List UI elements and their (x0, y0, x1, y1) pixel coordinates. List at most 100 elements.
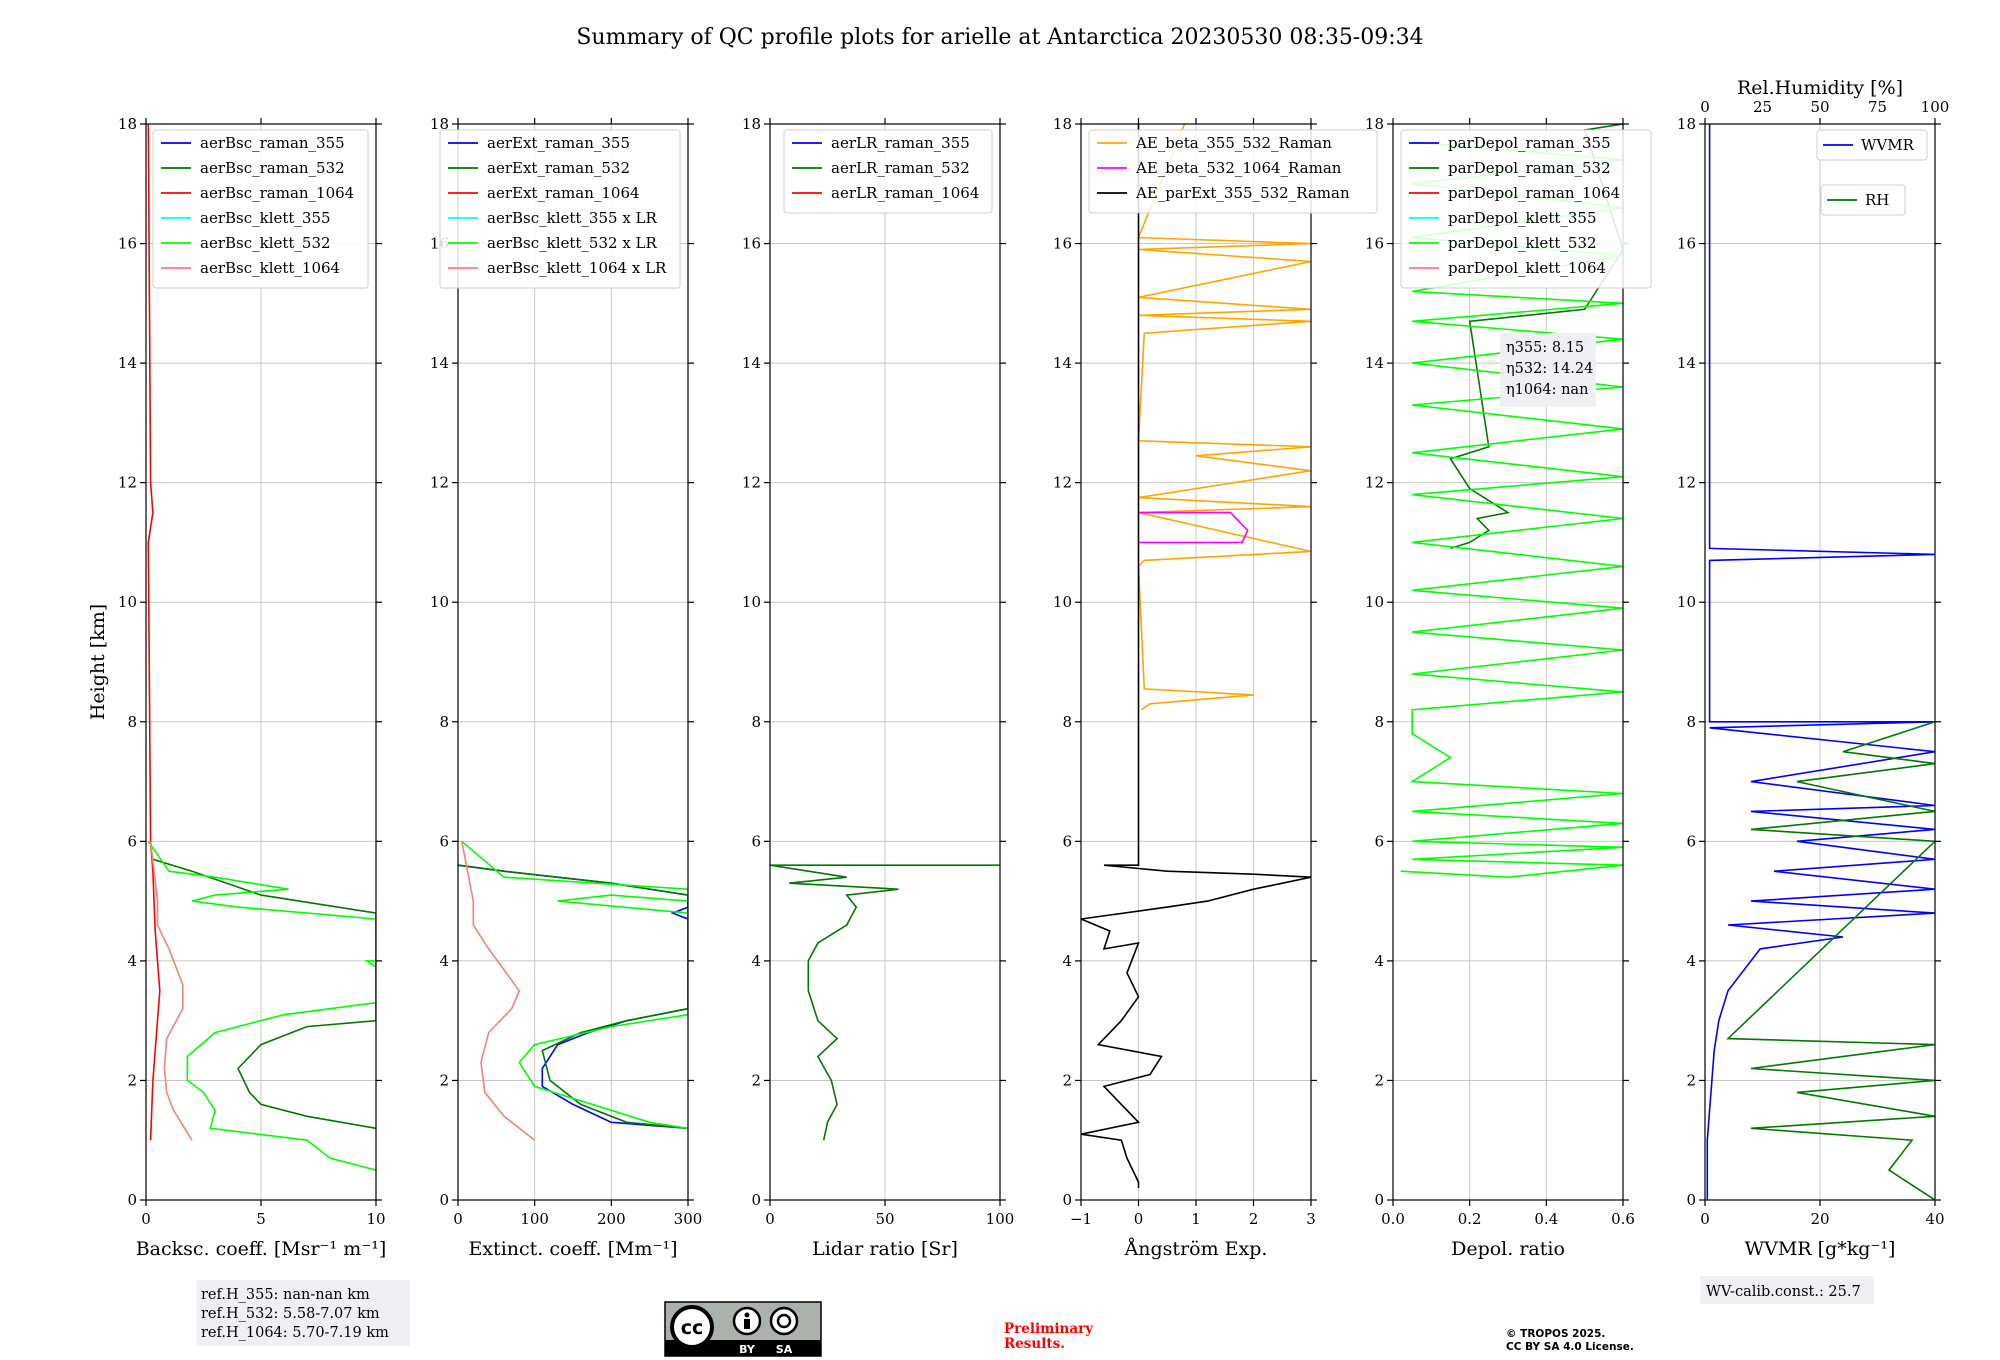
y-tick-label: 2 (1062, 1071, 1072, 1089)
cc-by-sa-badge: cc BY SA (664, 1301, 822, 1357)
panel-1: 0 5 10 0 2 4 6 8 10 12 14 16 18 Backsc. coeff. [Msr⁻¹… (87, 115, 386, 1260)
y-tick-label: 6 (1062, 832, 1072, 850)
y-tick-label: 4 (1374, 952, 1384, 970)
ref-height-532: ref.H_532: 5.58-7.07 km (201, 1306, 380, 1322)
badge-sa-label: SA (776, 1343, 793, 1356)
y-tick-label: 4 (1686, 952, 1696, 970)
legend-box (1820, 184, 1906, 216)
axes-frame (457, 123, 689, 1201)
eta-box: η355: 8.15 η532: 14.24 η1064: nan (1500, 333, 1596, 407)
badge-by-label: BY (739, 1343, 756, 1356)
x-tick-label: 100 (986, 1210, 1015, 1228)
legend-label: aerLR_raman_1064 (831, 184, 979, 202)
series-line-aerBsc_klett_532 x LR (461, 840, 688, 1130)
x-tick-label: 20 (1810, 1210, 1829, 1228)
eta-line: η532: 14.24 (1506, 361, 1593, 377)
legend-label: parDepol_raman_1064 (1448, 184, 1620, 202)
y-tick-label: 6 (439, 832, 449, 850)
preliminary-line-2: Results. (1004, 1336, 1065, 1352)
cc-icon (670, 1305, 714, 1349)
ref-height-box-bg (196, 1280, 410, 1346)
y-tick-label: 6 (1374, 832, 1384, 850)
axes-frame (145, 123, 377, 1201)
y-tick-label: 14 (430, 354, 449, 372)
y-tick-label: 8 (1686, 713, 1696, 731)
y-tick-label: 0 (1686, 1191, 1696, 1209)
legend-label: aerLR_raman_355 (831, 134, 970, 152)
eta-line: η1064: nan (1506, 382, 1588, 398)
y-tick-label: 18 (1677, 115, 1696, 133)
y-tick-label: 18 (742, 115, 761, 133)
series-line-parDepol_raman_532 (1449, 124, 1623, 550)
x-tick-label: 0.0 (1381, 1210, 1405, 1228)
legend-box (152, 129, 369, 289)
eta-box-bg (1500, 333, 1596, 407)
legend-box (1400, 129, 1652, 289)
legend-label: aerBsc_klett_532 x LR (487, 234, 658, 252)
series-line-WVMR (1706, 124, 1935, 1200)
y-tick-label: 12 (1365, 474, 1384, 492)
legend-label: aerBsc_raman_532 (200, 159, 345, 177)
x-tick-label: 0 (1134, 1210, 1144, 1228)
wv-calib-box: WV-calib.const.: 25.7 (1700, 1276, 1874, 1304)
series-layer (458, 840, 688, 1141)
y-tick-label: 16 (1365, 235, 1384, 253)
x-tick-label: 0.6 (1611, 1210, 1635, 1228)
y-tick-label: 18 (1053, 115, 1072, 133)
series-layer (1081, 124, 1311, 1188)
x-tick-label: −1 (1070, 1210, 1092, 1228)
y-tick-label: 8 (439, 713, 449, 731)
legend-label: aerBsc_klett_355 (200, 209, 331, 227)
sa-share-arc (776, 1313, 792, 1329)
series-line-AE_beta_532_1064_Raman (1138, 511, 1249, 544)
by-person-body (744, 1319, 750, 1329)
y-tick-label: 0 (439, 1191, 449, 1209)
top-tick-label: 0 (1700, 98, 1710, 116)
series-layer (147, 124, 376, 1171)
y-tick-label: 14 (1365, 354, 1384, 372)
preliminary-line-1: Preliminary (1004, 1321, 1094, 1337)
legend-box (1816, 129, 1928, 161)
series-line-aerBsc_klett_532 (147, 840, 376, 1171)
x-axis-label: Depol. ratio (1451, 1238, 1565, 1260)
by-person-head (744, 1312, 750, 1318)
top-tick-label: 25 (1753, 98, 1772, 116)
series-line-RH (1726, 721, 1935, 1200)
legend-label: AE_parExt_355_532_Raman (1135, 184, 1350, 202)
legend-label: aerExt_raman_355 (487, 134, 630, 152)
y-tick-label: 10 (118, 593, 137, 611)
series-line-aerBsc_klett_1064 x LR (461, 841, 536, 1141)
axes-frame (1704, 123, 1936, 1201)
y-tick-label: 18 (1365, 115, 1384, 133)
y-tick-label: 4 (127, 952, 137, 970)
y-tick-label: 6 (751, 832, 761, 850)
series-layer (1400, 124, 1623, 879)
legend-box (439, 129, 681, 289)
y-tick-label: 2 (127, 1071, 137, 1089)
series-line-aerBsc_raman_532 (152, 858, 376, 1130)
x-tick-label: 50 (875, 1210, 894, 1228)
legend-label: WVMR (1861, 136, 1915, 154)
y-tick-label: 8 (127, 713, 137, 731)
y-tick-label: 12 (1677, 474, 1696, 492)
legend-label: RH (1865, 191, 1889, 209)
x-tick-label: 0 (765, 1210, 775, 1228)
y-tick-label: 0 (127, 1191, 137, 1209)
y-tick-label: 6 (127, 832, 137, 850)
y-tick-label: 10 (1677, 593, 1696, 611)
panel-3: 0 50 100 0 2 4 6 8 10 12 14 16 18 Lidar ratio [Sr] aer… (742, 115, 1014, 1260)
top-tick-label: 75 (1868, 98, 1887, 116)
legend-label: parDepol_klett_1064 (1448, 259, 1606, 277)
y-tick-label: 2 (1686, 1071, 1696, 1089)
legend-label: aerLR_raman_532 (831, 159, 970, 177)
axes-frame (1392, 123, 1624, 1201)
legend-label: aerBsc_klett_1064 (200, 259, 340, 277)
ref-height-355: ref.H_355: nan-nan km (201, 1287, 370, 1303)
x-axis-label: Ångström Exp. (1124, 1238, 1268, 1260)
x-axis-label: Extinct. coeff. [Mm⁻¹] (468, 1238, 677, 1260)
legend-label: aerBsc_raman_1064 (200, 184, 354, 202)
y-tick-label: 14 (1677, 354, 1696, 372)
y-axis-label: Height [km] (87, 604, 109, 720)
